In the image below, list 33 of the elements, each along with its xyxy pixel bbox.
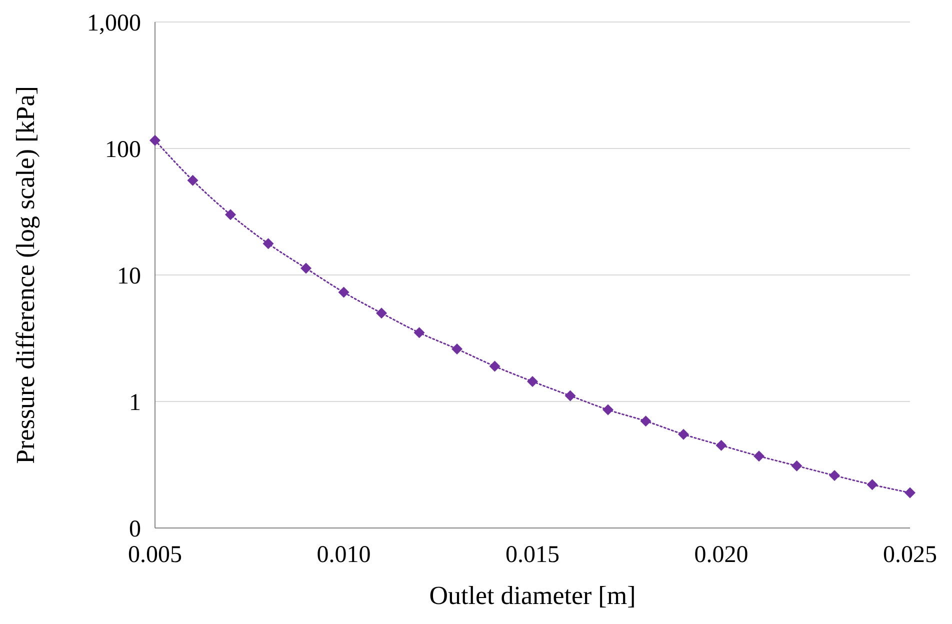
point: [414, 327, 425, 338]
y-tick-label: 100: [105, 136, 141, 163]
point: [187, 174, 198, 186]
point: [150, 134, 160, 146]
point: [452, 344, 462, 355]
point: [640, 416, 652, 427]
y-axis-title: Pressure difference (log scale) [kPa]: [11, 86, 40, 464]
point: [602, 404, 614, 416]
y-tick-label: 0: [129, 516, 141, 542]
x-tick-label: 0.015: [506, 542, 560, 568]
point: [527, 376, 538, 387]
x-tick-label: 0.005: [128, 542, 182, 568]
point: [904, 487, 916, 498]
point: [866, 479, 878, 490]
point: [716, 440, 727, 451]
point: [564, 390, 576, 402]
x-tick-label: 0.010: [316, 542, 371, 568]
y-tick-label: 1: [129, 390, 141, 416]
point: [262, 238, 274, 250]
x-tick-label: 0.025: [883, 542, 937, 568]
y-tick-label: 10: [117, 263, 141, 290]
point: [489, 360, 500, 372]
point: [225, 209, 236, 220]
point: [754, 450, 764, 462]
point: [338, 286, 350, 298]
point: [300, 262, 312, 274]
x-axis-title: Outlet diameter [m]: [429, 581, 636, 610]
y-tick-label: 1,000: [87, 10, 141, 36]
point: [376, 308, 387, 319]
point: [791, 460, 802, 472]
point: [829, 470, 840, 482]
point: [678, 428, 689, 440]
x-tick-label: 0.020: [694, 542, 748, 568]
